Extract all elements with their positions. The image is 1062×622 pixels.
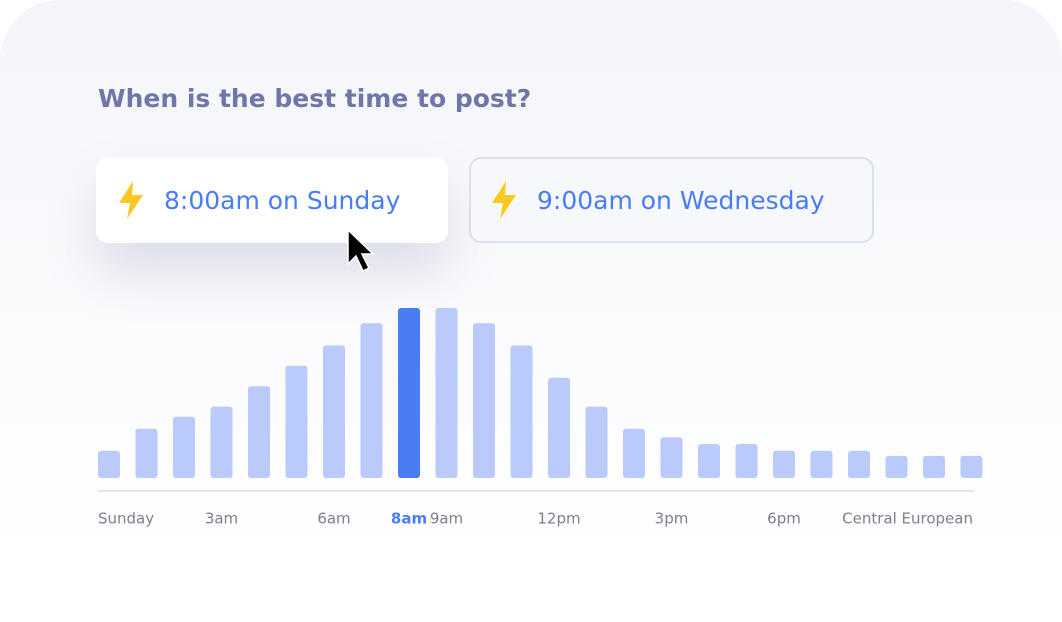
bar — [398, 308, 420, 478]
bar — [135, 428, 158, 478]
x-tick-label: 3pm — [655, 510, 689, 528]
x-tick-label: 8am — [391, 510, 427, 528]
bar — [960, 455, 983, 478]
bolt-icon — [119, 181, 143, 219]
x-tick-label: 6pm — [767, 510, 801, 528]
bar — [173, 416, 195, 478]
button-label: 8:00am on Sunday — [164, 185, 401, 215]
bar — [660, 437, 683, 478]
bar — [285, 365, 308, 478]
bar — [323, 345, 345, 478]
bar — [360, 323, 383, 478]
x-tick-label: 9am — [430, 510, 463, 528]
bar — [848, 450, 870, 478]
timezone-label: Central European — [842, 510, 973, 528]
bar — [885, 455, 908, 478]
bar — [923, 455, 945, 478]
time-button[interactable]: 9:00am on Wednesday — [469, 157, 874, 243]
bar — [435, 308, 458, 478]
bar — [585, 406, 608, 478]
time-button[interactable]: 8:00am on Sunday — [96, 157, 448, 243]
day-label: Sunday — [98, 510, 154, 528]
title: When is the best time to post? — [98, 84, 532, 113]
bar — [698, 444, 720, 478]
bar — [510, 345, 533, 478]
bar — [548, 377, 570, 478]
bar — [248, 386, 270, 478]
bar — [773, 450, 795, 478]
bar — [473, 323, 495, 478]
x-tick-label: 6am — [317, 510, 350, 528]
bar — [623, 428, 645, 478]
bar — [810, 450, 833, 478]
button-label: 9:00am on Wednesday — [537, 185, 825, 215]
bar — [735, 444, 758, 478]
x-tick-label: 3am — [205, 510, 238, 528]
bolt-icon — [492, 181, 516, 219]
cursor — [347, 228, 375, 273]
bar — [98, 450, 120, 478]
bar — [210, 406, 233, 478]
x-tick-label: 12pm — [537, 510, 580, 528]
